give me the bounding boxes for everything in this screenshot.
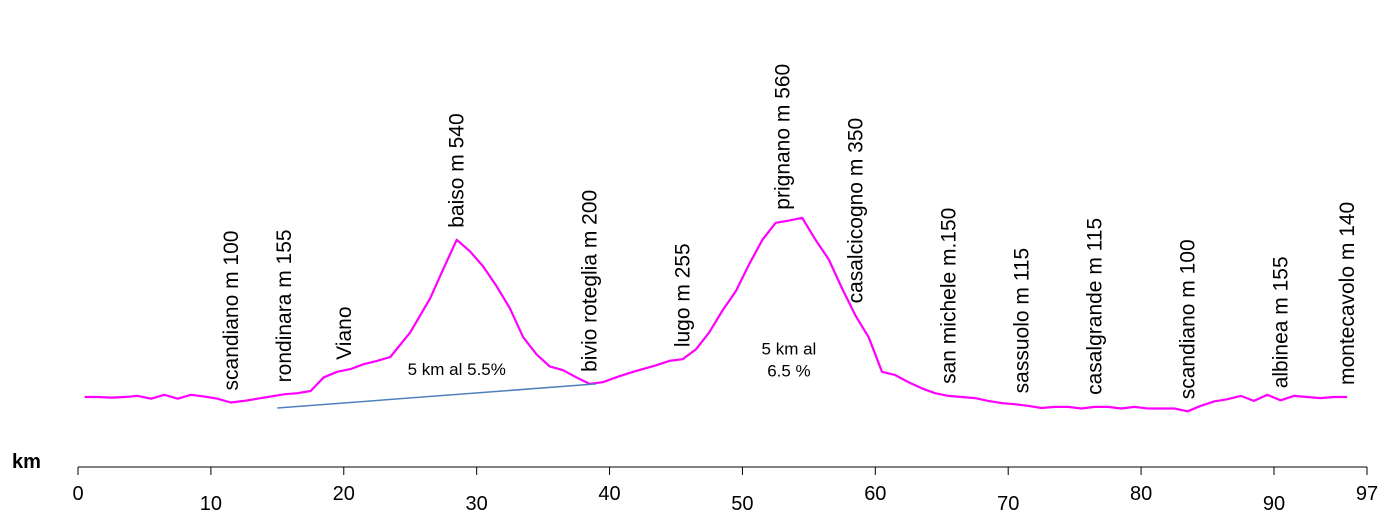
waypoint-label: scandiano m 100 bbox=[1177, 239, 1200, 399]
x-tick-label: 0 bbox=[72, 483, 83, 505]
x-tick-label: 70 bbox=[997, 493, 1019, 515]
waypoint-label: scandiano m 100 bbox=[220, 231, 243, 391]
waypoint-labels: scandiano m 100 rondinara m 155 Viano baiso… bbox=[220, 64, 1359, 400]
waypoint-label: rondinara m 155 bbox=[273, 229, 296, 382]
x-tick-label: 97 bbox=[1356, 483, 1378, 505]
waypoint-label: Viano bbox=[333, 306, 356, 359]
x-axis-unit-label: km bbox=[12, 451, 41, 473]
waypoint-label: albinea m 155 bbox=[1270, 256, 1293, 388]
gradient-annotation: 5 km al 5.5% bbox=[408, 360, 506, 379]
waypoint-label: bivio roteglia m 200 bbox=[579, 190, 602, 372]
waypoint-label: lugo m 255 bbox=[672, 243, 695, 347]
waypoint-label: montecavolo m 140 bbox=[1336, 202, 1359, 385]
waypoint-label: prignano m 560 bbox=[771, 64, 794, 210]
waypoint-label: baiso m 540 bbox=[446, 113, 469, 227]
x-axis: 0 10 20 30 40 50 60 70 80 90 97 bbox=[72, 466, 1378, 515]
x-tick-label: 50 bbox=[731, 493, 753, 515]
elevation-profile-line bbox=[84, 216, 1348, 413]
x-tick-label: 60 bbox=[864, 483, 886, 505]
profile-series bbox=[84, 216, 1348, 413]
x-tick-label: 30 bbox=[466, 493, 488, 515]
x-tick-label: 80 bbox=[1130, 483, 1152, 505]
waypoint-label: casalgrande m 115 bbox=[1084, 218, 1107, 395]
gradient-annotation: 5 km al 6.5 % bbox=[762, 339, 817, 380]
gradient-reference-line bbox=[277, 383, 597, 409]
x-tick-label: 40 bbox=[598, 483, 620, 505]
waypoint-label: casalcicogno m 350 bbox=[844, 118, 867, 304]
annotations: 5 km al 5.5% 5 km al 6.5 % bbox=[408, 339, 817, 380]
x-tick-label: 90 bbox=[1263, 493, 1285, 515]
waypoint-label: san michele m.150 bbox=[937, 208, 960, 384]
x-tick-label: 20 bbox=[333, 483, 355, 505]
x-tick-label: 10 bbox=[200, 493, 222, 515]
waypoint-label: sassuolo m 115 bbox=[1010, 248, 1033, 394]
